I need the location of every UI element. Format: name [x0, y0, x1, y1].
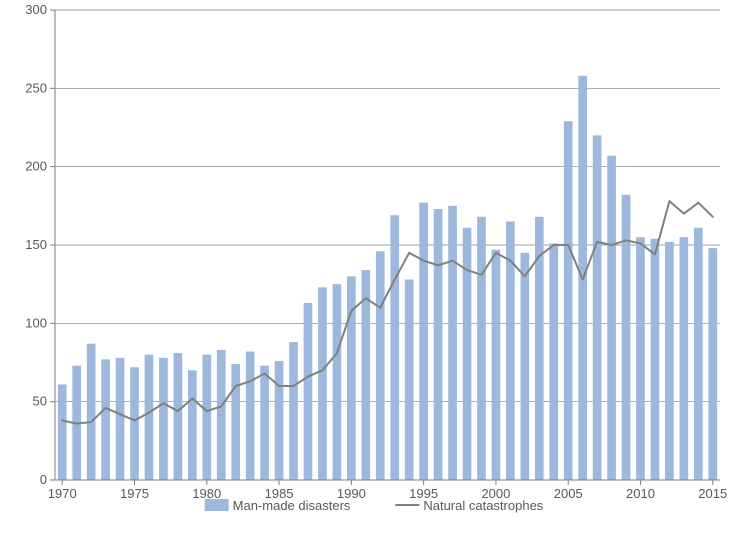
bar: [289, 342, 298, 480]
y-tick-label: 50: [33, 394, 47, 409]
bar: [564, 121, 573, 480]
x-tick-label: 1980: [192, 486, 221, 501]
y-tick-label: 250: [25, 80, 47, 95]
bar: [260, 366, 269, 480]
bar: [145, 355, 154, 480]
x-tick-label: 2015: [698, 486, 727, 501]
bar: [318, 287, 327, 480]
bar: [217, 350, 226, 480]
bar: [622, 195, 631, 480]
bar: [521, 253, 530, 480]
bar: [593, 135, 602, 480]
bar: [116, 358, 125, 480]
chart-svg: 0501001502002503001970197519801985199019…: [0, 0, 736, 533]
bar: [188, 370, 197, 480]
legend-label: Natural catastrophes: [423, 498, 543, 513]
bar: [463, 228, 472, 480]
x-tick-label: 1975: [120, 486, 149, 501]
bar: [275, 361, 284, 480]
bar: [477, 217, 486, 480]
bar: [376, 251, 385, 480]
disasters-chart: 0501001502002503001970197519801985199019…: [0, 0, 736, 533]
y-tick-label: 300: [25, 2, 47, 17]
y-tick-label: 100: [25, 315, 47, 330]
y-tick-label: 0: [40, 472, 47, 487]
bar: [607, 156, 616, 480]
bar: [549, 243, 558, 480]
bar: [708, 248, 717, 480]
bar: [87, 344, 96, 480]
bar: [694, 228, 703, 480]
y-tick-label: 200: [25, 159, 47, 174]
bar: [434, 209, 443, 480]
bar: [419, 203, 428, 480]
bar: [390, 215, 399, 480]
y-tick-label: 150: [25, 237, 47, 252]
bar: [304, 303, 313, 480]
bar: [680, 237, 689, 480]
bar: [202, 355, 211, 480]
x-tick-label: 2010: [626, 486, 655, 501]
x-tick-label: 2005: [554, 486, 583, 501]
bar: [636, 237, 645, 480]
legend-swatch-bar: [205, 499, 229, 511]
bar: [101, 359, 110, 480]
bar: [246, 352, 255, 480]
bar: [231, 364, 240, 480]
bar: [405, 279, 414, 480]
bar: [174, 353, 183, 480]
bar: [665, 242, 674, 480]
bar: [58, 384, 67, 480]
bar: [448, 206, 457, 480]
bar: [651, 239, 660, 480]
bar: [492, 250, 501, 480]
x-tick-label: 1970: [48, 486, 77, 501]
legend-label: Man-made disasters: [233, 498, 351, 513]
bar: [130, 367, 139, 480]
bar: [159, 358, 168, 480]
bar: [333, 284, 342, 480]
